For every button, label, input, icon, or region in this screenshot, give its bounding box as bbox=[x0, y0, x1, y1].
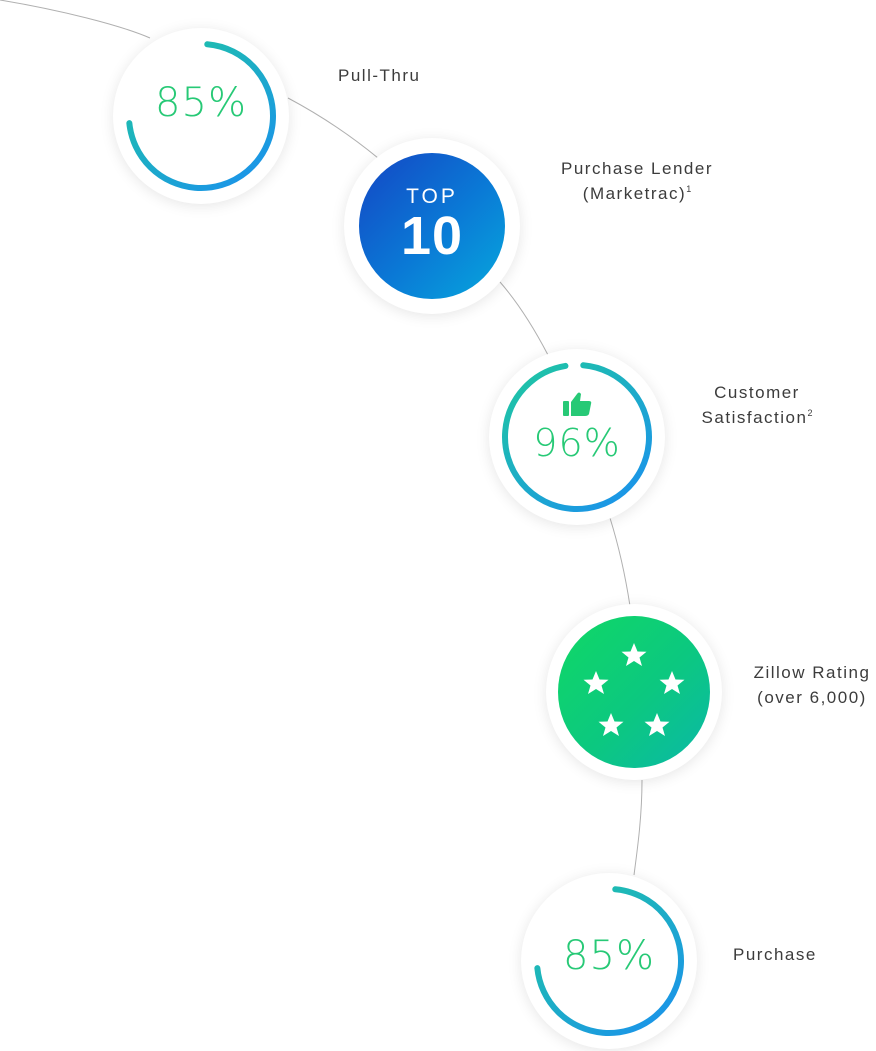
footnote-2: 2 bbox=[807, 408, 813, 418]
pull-thru-percent: 85% bbox=[155, 80, 247, 126]
zillow-rating-label: Zillow Rating (over 6,000) bbox=[753, 663, 871, 707]
top-number: 10 bbox=[400, 206, 464, 266]
satisfaction-ring bbox=[502, 362, 652, 512]
top-ten-badge: TOP 10 bbox=[344, 138, 520, 314]
star-icon bbox=[598, 713, 624, 736]
footnote-1: 1 bbox=[686, 184, 692, 194]
five-stars-icon bbox=[583, 643, 685, 736]
star-icon bbox=[659, 671, 685, 694]
customer-satisfaction-badge: 96% bbox=[489, 349, 665, 525]
zillow-fill bbox=[558, 616, 710, 768]
star-icon bbox=[621, 643, 647, 666]
top-ten-fill: TOP 10 bbox=[359, 153, 505, 299]
pull-thru-ring bbox=[126, 40, 276, 191]
purchase-ring bbox=[534, 885, 684, 1036]
purchase-lender-label: Purchase Lender (Marketrac)1 bbox=[561, 159, 713, 203]
customer-satisfaction-label: Customer Satisfaction2 bbox=[701, 383, 813, 427]
pull-thru-badge: 85% bbox=[113, 28, 289, 204]
purchase-badge: 85% bbox=[521, 873, 697, 1049]
purchase-label: Purchase bbox=[733, 945, 817, 964]
zillow-rating-badge bbox=[546, 604, 722, 780]
star-icon bbox=[583, 671, 609, 694]
top-word: TOP bbox=[406, 185, 458, 208]
pull-thru-label: Pull-Thru bbox=[338, 66, 421, 85]
purchase-percent: 85% bbox=[563, 933, 655, 979]
satisfaction-percent: 96% bbox=[533, 421, 621, 465]
star-icon bbox=[644, 713, 670, 736]
thumbs-up-icon bbox=[563, 392, 592, 416]
